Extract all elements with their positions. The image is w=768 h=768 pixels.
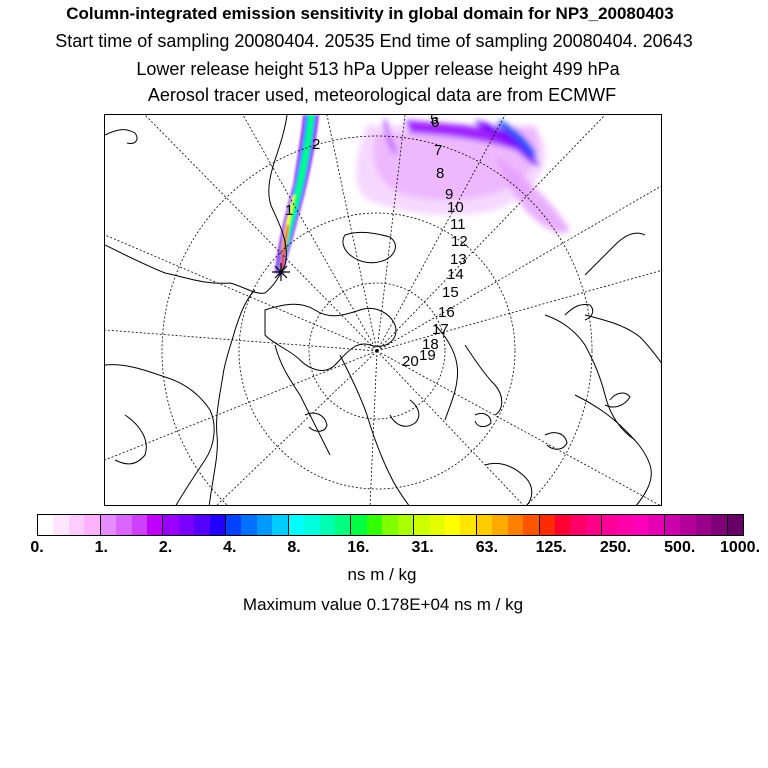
trajectory-day-labels: 1 2 5 6 7 8 9 10 11 12 13 14 15 16 17 18… (285, 115, 468, 370)
colorbar-tick-label: 1000. (719, 539, 761, 556)
colorbar-cell (570, 515, 586, 535)
colorbar-cell (460, 515, 476, 535)
colorbar-cell (131, 515, 147, 535)
colorbar-cell (726, 515, 743, 535)
colorbar-cell (492, 515, 508, 535)
colorbar-cell (585, 515, 602, 535)
day-label-10: 10 (447, 199, 464, 216)
colorbar-cell (507, 515, 524, 535)
day-label-12: 12 (451, 233, 468, 250)
colorbar-cell (523, 515, 539, 535)
coastlines (105, 115, 661, 505)
plot-title: Column-integrated emission sensitivity i… (66, 4, 674, 23)
colorbar-cell (287, 515, 305, 535)
colorbar-tick-label: 2. (158, 539, 173, 556)
day-label-16: 16 (438, 304, 455, 321)
colorbar-cell (116, 515, 132, 535)
colorbar-tick-labels: 0. 1. 2. 4. 8. 16. 31. 63. 125. 250. 500. 1000. (0, 539, 768, 559)
colorbar-tick-label: 8. (287, 539, 301, 556)
colorbar-tick-label: 250. (599, 539, 632, 556)
colorbar-cell (538, 515, 555, 535)
release-point-star-icon (272, 263, 290, 281)
colorbar-unit: ns m / kg (347, 565, 417, 584)
tracer-info-line: Aerosol tracer used, meteorological data… (147, 85, 617, 105)
day-label-14: 14 (447, 266, 464, 283)
colorbar-cell (319, 515, 336, 535)
colorbar-cell (648, 515, 664, 535)
colorbar-cell (146, 515, 163, 535)
colorbar-tick-label: 125. (535, 539, 567, 556)
polar-map: 1 2 5 6 7 8 9 10 11 12 13 14 15 16 17 18… (105, 115, 661, 505)
colorbar-cell (38, 515, 54, 535)
day-label-9: 9 (445, 186, 453, 203)
colorbar-cell (413, 515, 430, 535)
day-label-7: 7 (434, 142, 442, 159)
colorbar-tick-label: 0. (30, 539, 44, 556)
colorbar-tick-label: 4. (223, 539, 237, 556)
colorbar-cell (194, 515, 210, 535)
day-label-15: 15 (442, 284, 459, 301)
sensitivity-plume-west (275, 115, 319, 275)
colorbar-cell (178, 515, 195, 535)
day-label-18: 18 (422, 336, 439, 353)
release-height-line: Lower release height 513 hPa Upper relea… (136, 59, 620, 79)
colorbar-cell (475, 515, 493, 535)
colorbar-cell (256, 515, 273, 535)
day-label-6: 6 (431, 115, 439, 131)
colorbar-cell (209, 515, 226, 535)
colorbar-cell (695, 515, 712, 535)
colorbar-cell (663, 515, 681, 535)
colorbar-cell (397, 515, 414, 535)
day-label-11: 11 (450, 216, 466, 233)
day-label-1: 1 (285, 202, 293, 219)
colorbar-tick-label: 31. (411, 539, 434, 556)
colorbar-cell (84, 515, 100, 535)
colorbar-cell (304, 515, 320, 535)
colorbar-tick-label: 63. (475, 539, 499, 556)
colorbar-cell (53, 515, 69, 535)
colorbar-tick-label: 500. (664, 539, 696, 556)
colorbar-cell (617, 515, 634, 535)
colorbar-cell (350, 515, 367, 535)
day-label-13: 13 (450, 251, 467, 268)
day-label-2: 2 (312, 136, 320, 153)
day-label-20: 20 (402, 353, 419, 370)
colorbar-cell (633, 515, 649, 535)
colorbar-tick-label: 16. (347, 539, 370, 556)
colorbar-cell (68, 515, 85, 535)
colorbar-cell (444, 515, 461, 535)
day-label-8: 8 (436, 165, 444, 182)
day-label-19: 19 (419, 347, 436, 364)
day-label-17: 17 (432, 321, 449, 338)
colorbar (37, 514, 744, 536)
colorbar-cell (272, 515, 288, 535)
colorbar-cell (382, 515, 398, 535)
colorbar-cell (241, 515, 257, 535)
colorbar-cell (601, 515, 618, 535)
colorbar-cell (225, 515, 242, 535)
colorbar-cell (162, 515, 179, 535)
sampling-time-line: Start time of sampling 20080404. 20535 E… (55, 31, 693, 51)
latitude-circles (161, 135, 593, 505)
colorbar-cell (554, 515, 571, 535)
day-label-5: 5 (430, 115, 438, 128)
colorbar-cell (99, 515, 117, 535)
colorbar-cell (335, 515, 351, 535)
colorbar-cell (429, 515, 445, 535)
colorbar-cell (711, 515, 727, 535)
colorbar-tick-label: 1. (94, 539, 108, 556)
sensitivity-plume-east (356, 119, 570, 234)
colorbar-cell (680, 515, 696, 535)
maximum-value-label: Maximum value 0.178E+04 ns m / kg (242, 595, 524, 614)
map-panel: 1 2 5 6 7 8 9 10 11 12 13 14 15 16 17 18… (104, 114, 662, 506)
colorbar-cell (366, 515, 383, 535)
